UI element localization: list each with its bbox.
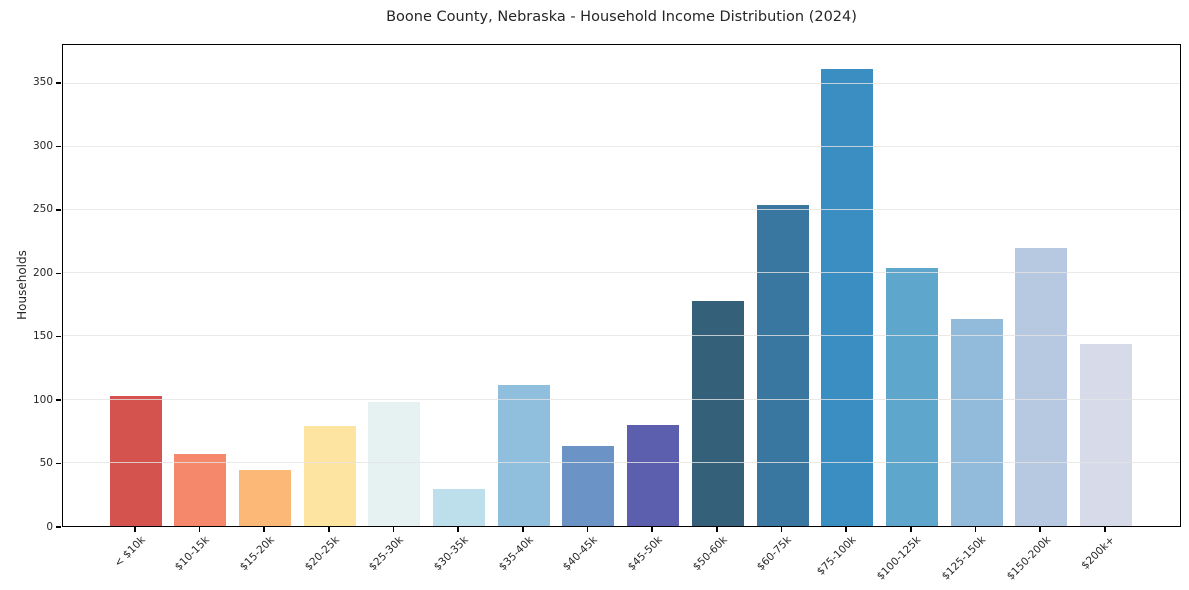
y-tick-label: 100 [32, 393, 53, 406]
bar [433, 489, 486, 526]
x-tick-label: $40-45k [560, 534, 600, 574]
gridline [63, 461, 1180, 463]
x-tick-mark [845, 527, 847, 532]
x-tick-mark [198, 527, 201, 532]
y-tick-label: 350 [32, 76, 53, 89]
y-tick-mark [56, 82, 61, 84]
bar [109, 395, 162, 526]
gridline [63, 335, 1180, 337]
x-tick-mark [910, 527, 912, 532]
x-tick-label: $45-50k [625, 534, 665, 574]
x-tick-label: $125-150k [939, 534, 988, 583]
bar [821, 68, 874, 526]
bar [1015, 248, 1068, 526]
x-tick-mark [263, 527, 265, 532]
bar [691, 301, 744, 526]
x-tick-mark [1039, 527, 1041, 532]
x-tick-label: $20-25k [302, 534, 342, 574]
y-tick-mark [56, 399, 61, 401]
bar [239, 470, 292, 526]
x-tick-label: $150-200k [1004, 534, 1053, 583]
bar [885, 268, 938, 526]
y-tick-mark [56, 209, 61, 211]
y-tick-label: 200 [32, 266, 53, 279]
y-tick-mark [56, 462, 61, 465]
y-tick-label: 150 [32, 330, 53, 343]
bar [562, 446, 615, 526]
bar [1079, 344, 1132, 526]
x-tick-mark [651, 527, 653, 532]
x-tick-label: $75-100k [814, 534, 859, 578]
gridline [63, 398, 1180, 400]
x-tick-label: $25-30k [366, 534, 406, 574]
x-tick-label: $100-125k [874, 534, 924, 583]
x-tick-mark [522, 527, 524, 532]
x-tick-mark [457, 527, 459, 532]
y-tick-label: 250 [32, 203, 53, 216]
y-tick-label: 300 [32, 139, 53, 152]
x-tick-label: $60-75k [754, 534, 794, 574]
bar [174, 453, 227, 526]
x-tick-label: $35-40k [496, 534, 536, 574]
y-tick-mark [56, 526, 61, 528]
x-tick-mark [134, 527, 136, 532]
x-tick-label: $50-60k [690, 534, 730, 574]
x-tick-mark [586, 527, 589, 532]
x-tick-mark [974, 527, 977, 532]
y-tick-mark [56, 335, 61, 338]
bar [627, 424, 680, 526]
x-tick-mark [716, 527, 718, 532]
gridline [63, 209, 1180, 211]
x-tick-label: $30-35k [431, 534, 471, 574]
x-tick-mark [1104, 527, 1106, 532]
y-tick-label: 50 [39, 457, 53, 470]
x-tick-label: $10-15k [172, 534, 212, 574]
x-tick-mark [328, 527, 330, 532]
x-tick-label: $200k+ [1079, 534, 1118, 572]
bar [368, 402, 421, 526]
x-tick-label: $15-20k [237, 534, 277, 574]
x-tick-label: < $10k [111, 534, 148, 570]
x-tick-mark [780, 527, 783, 532]
chart-title: Boone County, Nebraska - Household Incom… [386, 9, 857, 25]
y-axis-label: Households [15, 250, 29, 320]
y-tick-label: 0 [46, 520, 53, 533]
bar [303, 426, 356, 526]
x-tick-mark [392, 527, 395, 532]
bar [950, 318, 1003, 526]
gridline [63, 145, 1180, 147]
bar [497, 384, 550, 526]
y-tick-mark [56, 272, 61, 274]
bar [756, 205, 809, 526]
gridline [63, 82, 1180, 84]
plot-area [62, 44, 1181, 527]
y-tick-mark [56, 145, 61, 148]
gridline [63, 272, 1180, 274]
